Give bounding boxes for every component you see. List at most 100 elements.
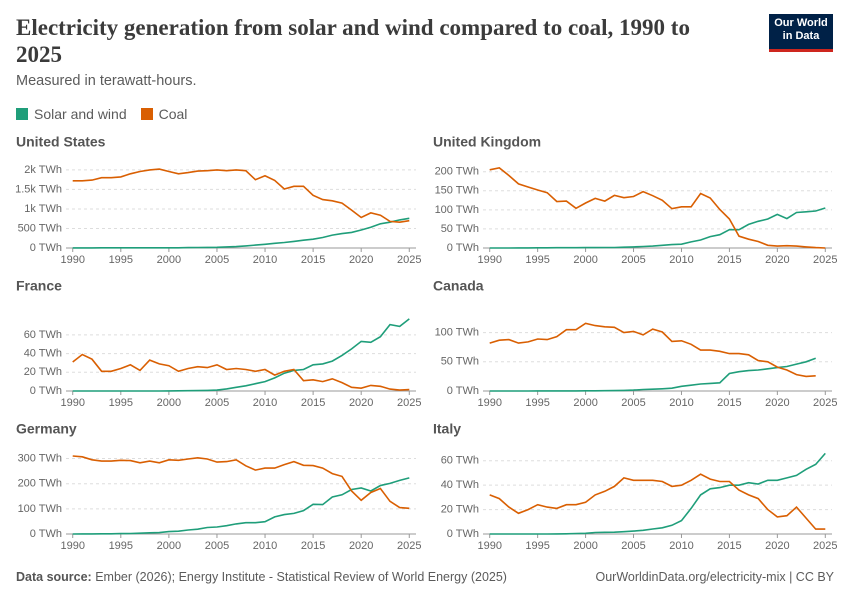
y-tick-label: 100 TWh — [435, 204, 479, 216]
legend-item[interactable]: Coal — [140, 106, 188, 122]
y-tick-label: 0 TWh — [30, 242, 62, 254]
panel-title: Italy — [433, 421, 461, 437]
x-tick-label: 1995 — [525, 397, 549, 409]
y-tick-label: 0 TWh — [447, 385, 479, 397]
y-tick-label: 50 TWh — [441, 223, 479, 235]
x-tick-label: 2005 — [205, 254, 229, 266]
y-tick-label: 1k TWh — [24, 203, 62, 215]
series-line — [72, 217, 410, 249]
x-tick-label: 2010 — [669, 397, 693, 409]
series-line — [489, 167, 826, 249]
legend-label: Solar and wind — [34, 106, 127, 122]
x-tick-label: 2020 — [349, 540, 373, 552]
x-tick-label: 2000 — [157, 254, 181, 266]
x-tick-label: 2015 — [717, 540, 741, 552]
logo-text: Our World — [774, 17, 828, 29]
x-tick-label: 2010 — [253, 540, 277, 552]
legend-item[interactable]: Solar and wind — [16, 106, 127, 122]
x-tick-label: 1995 — [109, 397, 133, 409]
legend-swatch — [140, 108, 153, 120]
y-tick-label: 60 TWh — [24, 329, 62, 341]
series-line — [489, 322, 816, 378]
y-tick-label: 0 TWh — [30, 528, 62, 540]
x-tick-label: 2000 — [157, 397, 181, 409]
y-tick-label: 20 TWh — [441, 503, 479, 515]
series-line — [72, 353, 410, 391]
y-tick-label: 0 TWh — [30, 385, 62, 397]
source-label: Data source: — [16, 570, 92, 584]
y-tick-label: 50 TWh — [441, 356, 479, 368]
x-tick-label: 1990 — [477, 540, 501, 552]
x-tick-label: 2010 — [253, 254, 277, 266]
logo[interactable]: Our World in Data — [769, 14, 833, 52]
x-tick-label: 2005 — [205, 397, 229, 409]
y-tick-label: 150 TWh — [435, 185, 479, 197]
series-line — [489, 207, 826, 249]
x-tick-label: 2015 — [301, 397, 325, 409]
series-line — [72, 455, 410, 510]
y-tick-label: 40 TWh — [24, 347, 62, 359]
x-tick-label: 2020 — [765, 254, 789, 266]
y-tick-label: 0 TWh — [447, 242, 479, 254]
x-tick-label: 2015 — [301, 540, 325, 552]
panel-title: Canada — [433, 278, 484, 294]
x-tick-label: 2025 — [397, 540, 421, 552]
y-tick-label: 100 TWh — [435, 327, 479, 339]
panel-title: France — [16, 278, 62, 294]
panel-title: United States — [16, 134, 106, 150]
series-line — [72, 318, 410, 392]
x-tick-label: 2025 — [397, 254, 421, 266]
panel-title: Germany — [16, 421, 77, 437]
series-line — [489, 357, 816, 392]
series-line — [489, 473, 826, 530]
x-tick-label: 2025 — [813, 397, 837, 409]
y-tick-label: 0 TWh — [447, 528, 479, 540]
x-tick-label: 2000 — [573, 254, 597, 266]
y-tick-label: 200 TWh — [435, 166, 479, 178]
x-tick-label: 2005 — [621, 540, 645, 552]
source-text: Ember (2026); Energy Institute - Statist… — [95, 570, 507, 584]
x-tick-label: 2005 — [621, 254, 645, 266]
x-tick-label: 2025 — [397, 397, 421, 409]
x-tick-label: 2000 — [157, 540, 181, 552]
y-tick-label: 100 TWh — [18, 503, 62, 515]
x-tick-label: 2020 — [349, 254, 373, 266]
panel-title: United Kingdom — [433, 134, 541, 150]
y-tick-label: 20 TWh — [24, 366, 62, 378]
x-tick-label: 2010 — [669, 254, 693, 266]
x-tick-label: 2010 — [669, 540, 693, 552]
legend-swatch — [16, 108, 28, 120]
x-tick-label: 1990 — [60, 254, 84, 266]
x-tick-label: 2010 — [253, 397, 277, 409]
x-tick-label: 1995 — [525, 254, 549, 266]
x-tick-label: 1995 — [525, 540, 549, 552]
footer: Data source: Ember (2026); Energy Instit… — [16, 570, 834, 584]
x-tick-label: 1995 — [109, 540, 133, 552]
y-tick-label: 500 TWh — [18, 222, 62, 234]
legend-label: Coal — [158, 106, 188, 122]
x-tick-label: 2025 — [813, 540, 837, 552]
y-tick-label: 200 TWh — [18, 478, 62, 490]
y-tick-label: 60 TWh — [441, 455, 479, 467]
x-tick-label: 1990 — [477, 254, 501, 266]
x-tick-label: 1990 — [477, 397, 501, 409]
y-tick-label: 1.5k TWh — [15, 183, 62, 195]
x-tick-label: 2015 — [717, 397, 741, 409]
x-tick-label: 2005 — [205, 540, 229, 552]
x-tick-label: 2020 — [349, 397, 373, 409]
x-tick-label: 2025 — [813, 254, 837, 266]
y-tick-label: 2k TWh — [24, 164, 62, 176]
series-line — [72, 168, 410, 224]
x-tick-label: 1995 — [109, 254, 133, 266]
x-tick-label: 2000 — [573, 397, 597, 409]
url[interactable]: OurWorldinData.org/electricity-mix | CC … — [595, 570, 835, 584]
x-tick-label: 2015 — [717, 254, 741, 266]
x-tick-label: 2000 — [573, 540, 597, 552]
legend: Solar and wind Coal — [16, 106, 187, 122]
x-tick-label: 1990 — [60, 540, 84, 552]
x-tick-label: 2020 — [765, 397, 789, 409]
y-tick-label: 300 TWh — [18, 452, 62, 464]
x-tick-label: 1990 — [60, 397, 84, 409]
